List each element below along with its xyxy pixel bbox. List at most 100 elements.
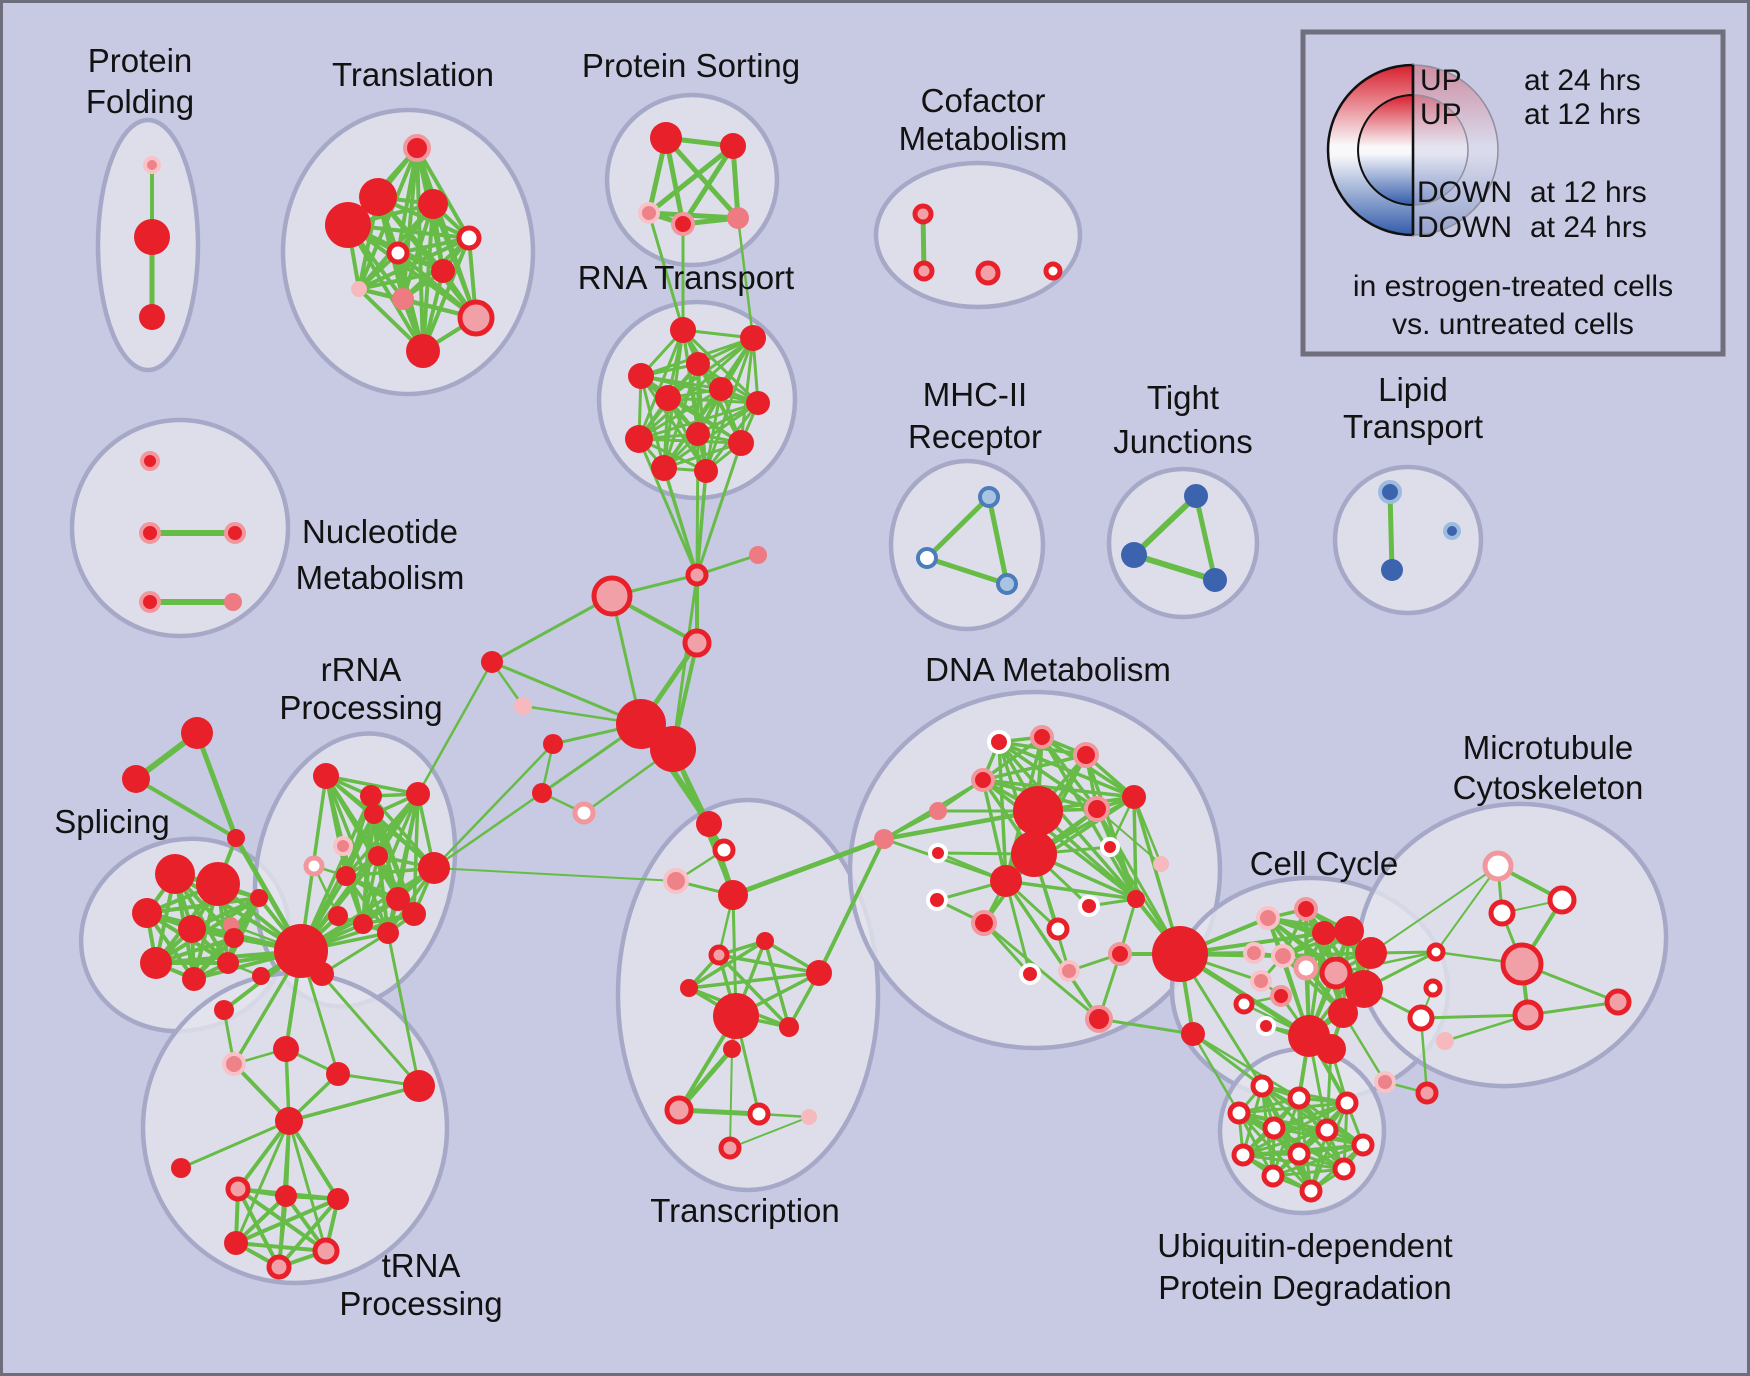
gene-node-cc1 [1256, 906, 1280, 930]
cluster-label-transcription-line1: Transcription [650, 1192, 840, 1229]
cluster-bubble-cofactor-metabolism [873, 160, 1083, 310]
gene-node-c4 [591, 575, 633, 617]
cluster-label-microtubule-cytoskeleton-line1: Microtubule [1463, 729, 1634, 766]
network-edge [179, 1119, 291, 1170]
gene-node-tr2 [222, 1052, 246, 1076]
gene-node-rt5 [655, 385, 681, 411]
gene-node-sp11 [252, 967, 270, 985]
gene-node-tx7 [708, 944, 730, 966]
gene-node-cc4 [1334, 916, 1364, 946]
gene-node-dm10 [1122, 785, 1146, 809]
network-edge [490, 594, 614, 664]
gene-node-c2 [532, 783, 552, 803]
network-edge [357, 236, 471, 291]
gene-node-t10 [457, 299, 495, 337]
gene-node-pf1 [143, 156, 161, 174]
gene-node-ub4 [1227, 1101, 1251, 1125]
gene-node-ub5 [1262, 1116, 1286, 1140]
network-edge [401, 202, 435, 301]
network-edge [1271, 1167, 1346, 1178]
network-edge [662, 466, 699, 577]
gene-node-dm15 [926, 889, 948, 911]
gene-node-rt6 [709, 377, 733, 401]
cluster-label-mhc-ii-receptor-line1: MHC-II [923, 376, 1027, 413]
gene-node-cc9 [1319, 956, 1353, 990]
network-edge [717, 953, 791, 1029]
legend-caption-line1: in estrogen-treated cells [1353, 270, 1673, 303]
network-edge [986, 494, 1010, 587]
cluster-bubble-mhc-ii-receptor [888, 458, 1046, 632]
cluster-label-protein-folding-line1: Protein [88, 42, 193, 79]
cluster-label-microtubule-cytoskeleton-line2: Cytoskeleton [1453, 769, 1644, 806]
gene-node-ub9 [1287, 1142, 1311, 1166]
network-edge [817, 837, 886, 975]
network-edge [739, 336, 755, 445]
gene-node-t4 [325, 202, 371, 248]
gene-node-rt8 [625, 425, 653, 453]
gene-node-c6 [749, 546, 767, 564]
gene-node-c5 [685, 563, 709, 587]
gene-node-ps4 [671, 212, 695, 236]
network-edge [695, 432, 700, 577]
network-edge [416, 660, 494, 796]
cluster-label-protein-folding-line2: Folding [86, 83, 194, 120]
gene-node-nm4 [139, 591, 161, 613]
gene-node-cc11 [1270, 985, 1292, 1007]
gene-node-tr5 [403, 1070, 435, 1102]
gene-node-rt12 [694, 459, 718, 483]
gene-node-tj3 [1203, 568, 1227, 592]
gene-node-tj2 [1121, 542, 1147, 568]
gene-node-t8 [351, 281, 367, 297]
network-edge [981, 778, 1008, 883]
cluster-label-ubiquitin-degradation-line1: Ubiquitin-dependent [1157, 1227, 1452, 1264]
network-edge [637, 387, 723, 441]
gene-node-t6 [386, 241, 410, 265]
gene-node-c1 [543, 734, 563, 754]
network-edge [881, 808, 1041, 842]
gene-node-cc15 [1256, 1016, 1276, 1036]
network-edge [704, 336, 755, 473]
network-edge [154, 896, 261, 965]
gene-node-tx8 [680, 979, 698, 997]
cluster-label-rna-transport-line1: RNA Transport [578, 259, 794, 296]
cluster-label-splicing-line1: Splicing [54, 803, 170, 840]
gene-node-mt10 [1436, 1032, 1454, 1050]
gene-node-rt9 [686, 422, 710, 446]
gene-node-dm23 [1085, 1005, 1113, 1033]
gene-node-sp6 [250, 889, 268, 907]
network-edge [1304, 907, 1345, 1015]
cluster-label-trna-processing-line2: Processing [339, 1285, 502, 1322]
network-edge [646, 143, 736, 216]
gene-node-cc2 [1294, 897, 1318, 921]
network-edge [320, 931, 390, 976]
gene-node-r12 [353, 914, 373, 934]
network-edge [730, 836, 887, 898]
network-edge [637, 437, 699, 577]
gene-node-tr11 [224, 1231, 248, 1255]
gene-node-c7 [682, 628, 712, 658]
legend-down-12-label: DOWN [1417, 176, 1512, 209]
gene-node-mh3 [996, 573, 1018, 595]
gene-node-cf1 [912, 203, 934, 225]
gene-node-tj1 [1184, 484, 1208, 508]
gene-node-ub11 [1261, 1164, 1285, 1188]
network-edge [1387, 489, 1395, 573]
network-edge [695, 469, 708, 577]
gene-node-hub2 [310, 962, 334, 986]
gene-node-cf4 [1043, 261, 1063, 281]
gene-node-dm7 [1013, 786, 1063, 836]
gene-node-dm2 [1030, 725, 1054, 749]
gene-node-cc14 [1328, 998, 1358, 1028]
network-edge [687, 971, 821, 990]
network-edge [637, 328, 685, 441]
gene-node-ps2 [720, 133, 746, 159]
gene-node-rt1 [670, 317, 696, 343]
network-edge [287, 1084, 421, 1123]
network-edge [637, 401, 760, 441]
gene-node-s3 [227, 829, 245, 847]
network-edge [729, 1116, 810, 1149]
network-edge [357, 146, 419, 291]
gene-node-ub12 [1299, 1179, 1323, 1203]
gene-node-nm1 [140, 451, 160, 471]
